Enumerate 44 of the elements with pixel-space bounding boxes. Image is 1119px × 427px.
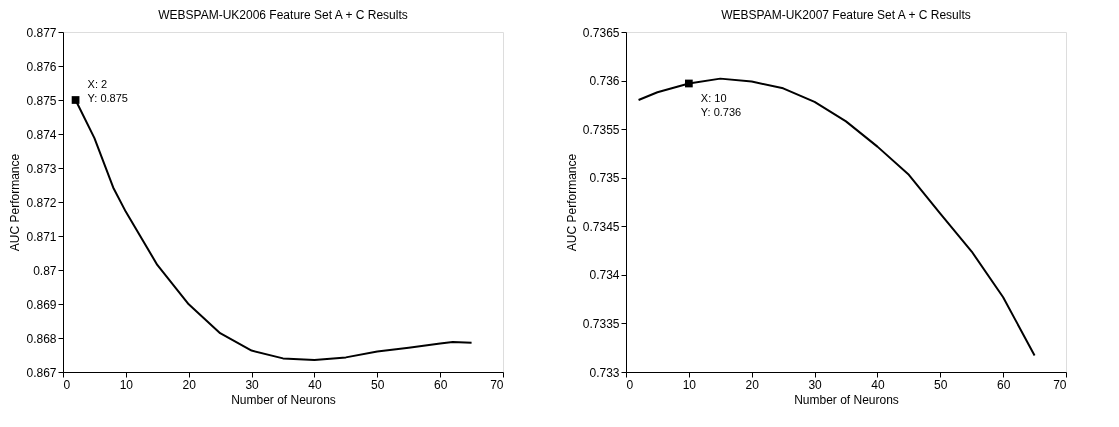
y-tick-label: 0.872 (26, 195, 57, 210)
y-tick-label: 0.87 (33, 263, 57, 278)
x-tick-label: 0 (63, 377, 71, 392)
x-tick-label: 10 (119, 377, 134, 392)
y-tick-label: 0.867 (26, 365, 57, 380)
x-axis-title: Number of Neurons (794, 392, 899, 407)
x-tick-label: 20 (745, 377, 760, 392)
y-tick-label: 0.873 (26, 161, 57, 176)
y-tick-label: 0.734 (589, 268, 620, 283)
x-tick-label: 30 (245, 377, 260, 392)
chart-title: WEBSPAM-UK2007 Feature Set A + C Results (721, 8, 971, 22)
y-axis-title: AUC Performance (8, 153, 23, 252)
y-tick-label: 0.869 (26, 297, 57, 312)
x-tick-label: 50 (934, 377, 948, 392)
annotation: X: 10 Y: 0.736 (700, 92, 742, 119)
x-tick-label: 60 (433, 377, 448, 392)
y-tick-label: 0.877 (26, 25, 57, 40)
y-tick-label: 0.7355 (582, 122, 620, 137)
y-tick-label: 0.735 (589, 171, 620, 186)
y-tick-label: 0.875 (26, 93, 57, 108)
y-tick-label: 0.7365 (582, 25, 620, 40)
line-series (637, 77, 1036, 357)
y-tick-label: 0.733 (589, 365, 620, 380)
y-tick-label: 0.7345 (582, 219, 620, 234)
x-tick-label: 70 (1053, 377, 1067, 392)
x-tick-label: 10 (682, 377, 697, 392)
x-tick-label: 20 (182, 377, 197, 392)
y-axis-title: AUC Performance (564, 153, 579, 252)
y-tick-label: 0.7335 (582, 316, 620, 331)
y-tick-label: 0.868 (26, 331, 57, 346)
chart-title: WEBSPAM-UK2006 Feature Set A + C Results (158, 8, 408, 22)
y-tick-label: 0.876 (26, 59, 57, 74)
x-tick-label: 40 (871, 377, 885, 392)
x-tick-label: 70 (490, 377, 504, 392)
y-tick-label: 0.736 (589, 74, 620, 89)
x-tick-label: 50 (371, 377, 385, 392)
x-tick-label: 60 (996, 377, 1011, 392)
y-tick-label: 0.874 (26, 127, 57, 142)
x-axis-title: Number of Neurons (231, 392, 336, 407)
y-tick-label: 0.871 (26, 229, 57, 244)
x-tick-label: 0 (626, 377, 634, 392)
x-tick-label: 40 (308, 377, 322, 392)
annotation: X: 2 Y: 0.875 (87, 78, 128, 104)
x-tick-label: 30 (808, 377, 823, 392)
